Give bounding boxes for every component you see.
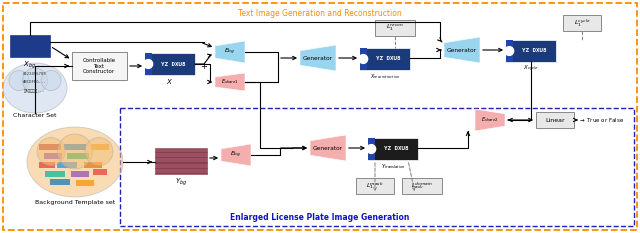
Text: Generator: Generator <box>313 145 343 151</box>
Text: $Y_{bg}$: $Y_{bg}$ <box>175 176 187 188</box>
Bar <box>45 171 65 177</box>
Polygon shape <box>300 45 336 71</box>
Polygon shape <box>221 144 251 166</box>
Polygon shape <box>475 109 505 131</box>
Circle shape <box>359 55 367 63</box>
Circle shape <box>367 145 376 153</box>
Text: Controllable
Text
Constructor: Controllable Text Constructor <box>83 58 116 74</box>
Bar <box>360 48 410 70</box>
Bar <box>536 112 574 128</box>
Text: $E_{share2}$: $E_{share2}$ <box>481 116 499 124</box>
Circle shape <box>144 60 153 69</box>
Text: $\rightarrow$ True or False: $\rightarrow$ True or False <box>578 116 624 124</box>
Text: Text Image Generation and Reconstruction: Text Image Generation and Reconstruction <box>238 9 402 18</box>
Bar <box>44 153 62 159</box>
Ellipse shape <box>27 127 123 197</box>
Text: $L_1^{recon}$: $L_1^{recon}$ <box>386 23 404 33</box>
Bar <box>39 144 61 150</box>
Text: Generator: Generator <box>303 55 333 61</box>
Bar <box>506 40 556 62</box>
Bar <box>155 148 207 174</box>
Bar <box>72 52 127 80</box>
Bar <box>368 138 418 160</box>
Text: $E_{bg}$: $E_{bg}$ <box>230 150 242 160</box>
Circle shape <box>85 137 113 165</box>
Text: $E_{share1}$: $E_{share1}$ <box>221 78 239 86</box>
Bar <box>91 144 109 150</box>
Bar <box>10 35 50 57</box>
Circle shape <box>41 71 61 90</box>
Text: $X_{cycle}$: $X_{cycle}$ <box>523 64 539 74</box>
Bar <box>67 153 89 159</box>
Bar <box>57 162 77 168</box>
Bar <box>368 138 374 160</box>
Text: $L_{adv}^{domain}$: $L_{adv}^{domain}$ <box>411 181 433 191</box>
Bar <box>402 178 442 194</box>
Bar <box>84 162 102 168</box>
Text: $E_{bg}$: $E_{bg}$ <box>225 47 236 57</box>
Bar <box>71 171 89 177</box>
Text: $X$: $X$ <box>166 77 173 86</box>
Polygon shape <box>310 135 346 161</box>
Text: $L_1^{cycle}$: $L_1^{cycle}$ <box>573 17 591 29</box>
Bar <box>563 15 601 31</box>
Text: Background Template set: Background Template set <box>35 200 115 205</box>
Ellipse shape <box>3 63 67 113</box>
Circle shape <box>9 71 29 90</box>
Text: YZ DXU8: YZ DXU8 <box>161 62 186 66</box>
Bar <box>120 108 634 226</box>
Bar <box>93 169 107 175</box>
Bar <box>506 40 513 62</box>
Text: $Y_{translation}$: $Y_{translation}$ <box>381 162 405 171</box>
Text: Enlarged License Plate Image Generation: Enlarged License Plate Image Generation <box>230 213 410 222</box>
Circle shape <box>22 68 47 93</box>
Circle shape <box>505 47 514 55</box>
Text: 國A制牌號碼...: 國A制牌號碼... <box>24 88 45 92</box>
Bar <box>356 178 394 194</box>
Text: 0123456789: 0123456789 <box>23 72 47 76</box>
Bar <box>76 180 94 186</box>
Bar <box>145 53 152 75</box>
Polygon shape <box>215 41 245 63</box>
Text: YZ DXU8: YZ DXU8 <box>522 48 547 54</box>
Text: YZ DXU8: YZ DXU8 <box>376 56 401 62</box>
Bar <box>145 53 195 75</box>
Polygon shape <box>215 73 245 91</box>
Text: Character Set: Character Set <box>13 113 57 118</box>
Text: $X_{reconstruction}$: $X_{reconstruction}$ <box>370 72 400 81</box>
Bar <box>360 48 367 70</box>
Circle shape <box>37 137 65 165</box>
Text: $X_{bg}$: $X_{bg}$ <box>24 59 36 71</box>
Text: YZ DXU8: YZ DXU8 <box>384 147 409 151</box>
Text: ABCDFEG...: ABCDFEG... <box>23 80 47 84</box>
Text: Linear: Linear <box>545 117 565 123</box>
Polygon shape <box>444 37 480 63</box>
Bar <box>375 20 415 36</box>
Circle shape <box>58 134 93 169</box>
Text: Generator: Generator <box>447 48 477 52</box>
Bar <box>39 162 55 168</box>
Text: $+$: $+$ <box>200 61 208 71</box>
Text: $L_1^{mask}$: $L_1^{mask}$ <box>366 181 384 191</box>
Bar <box>50 179 70 185</box>
Bar <box>64 144 86 150</box>
